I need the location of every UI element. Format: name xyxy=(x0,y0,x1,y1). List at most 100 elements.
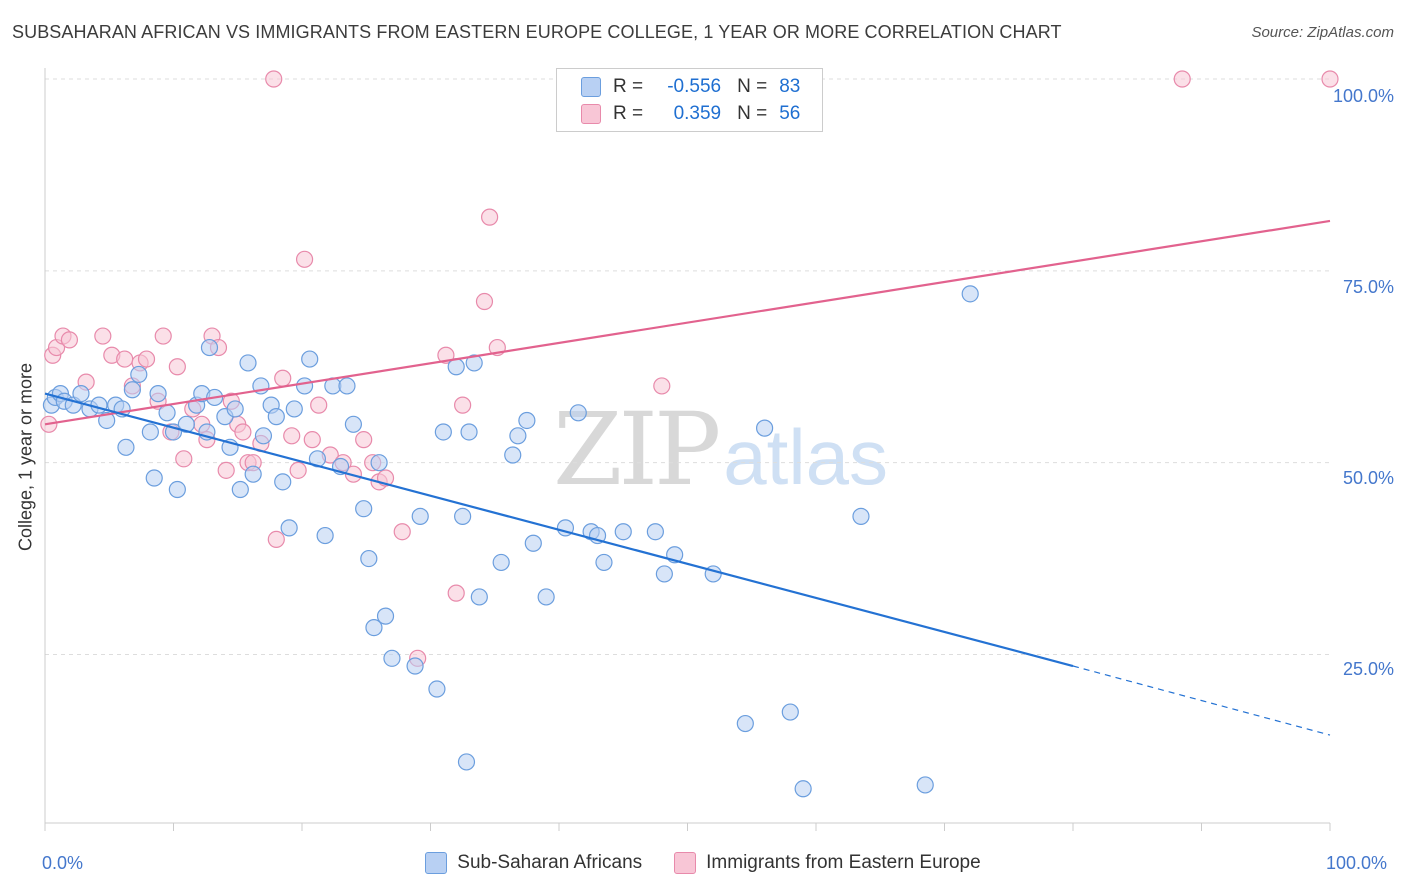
pink-point xyxy=(217,461,235,479)
blue-point xyxy=(72,385,90,403)
y-tick-label: 50.0% xyxy=(1342,468,1394,488)
legend-label: Sub-Saharan Africans xyxy=(457,852,643,873)
blue-point xyxy=(226,400,244,418)
blue-point xyxy=(177,415,195,433)
blue-point xyxy=(123,381,141,399)
blue-point xyxy=(244,465,262,483)
blue-point xyxy=(509,427,527,445)
blue-point xyxy=(141,423,159,441)
pink-point xyxy=(289,461,307,479)
blue-point xyxy=(239,354,257,372)
blue-point xyxy=(781,703,799,721)
pink-point xyxy=(1321,70,1339,88)
blue-point xyxy=(338,377,356,395)
blue-point xyxy=(301,350,319,368)
legend-label: Immigrants from Eastern Europe xyxy=(706,852,981,873)
pink-point xyxy=(137,350,156,368)
blue-point xyxy=(200,338,219,357)
y-tick-label: 25.0% xyxy=(1342,659,1394,679)
blue-point xyxy=(231,480,249,499)
blue-point xyxy=(537,588,555,606)
y-tick-label: 75.0% xyxy=(1342,277,1394,297)
pink-points xyxy=(40,70,1339,667)
legend-row-pink: R = 0.359 N = 56 xyxy=(581,102,800,126)
pink-point xyxy=(168,358,186,376)
blue-point xyxy=(145,469,163,487)
blue-point xyxy=(755,419,774,437)
x-tick-label: 0.0% xyxy=(42,853,84,873)
pink-point xyxy=(94,327,112,345)
blue-point xyxy=(569,404,587,422)
pink-swatch xyxy=(674,852,697,874)
blue-point xyxy=(360,549,378,568)
blue-point xyxy=(254,427,273,445)
blue-point xyxy=(646,523,664,541)
pink-point xyxy=(274,369,292,387)
pink-point xyxy=(653,377,671,395)
blue-point xyxy=(655,565,673,583)
blue-point xyxy=(614,523,632,541)
blue-point xyxy=(267,408,285,426)
pink-point xyxy=(310,396,328,414)
pink-point xyxy=(295,250,314,268)
pink-point xyxy=(175,450,193,468)
pink-point xyxy=(454,396,472,414)
pink-point xyxy=(1173,70,1191,88)
blue-point xyxy=(465,354,483,372)
gridlines xyxy=(45,78,1330,655)
axes xyxy=(44,68,1331,831)
blue-point xyxy=(295,377,314,395)
blue-point xyxy=(470,588,488,606)
pink-point xyxy=(60,331,79,349)
n-label: N = xyxy=(737,76,768,97)
pink-trend-line xyxy=(44,219,1331,426)
pink-point xyxy=(355,431,373,449)
pink-point xyxy=(303,431,321,449)
pink-point xyxy=(116,350,134,368)
blue-point xyxy=(365,619,383,637)
pink-point xyxy=(481,208,499,226)
blue-point xyxy=(406,657,424,675)
legend-item-sub-saharan: Sub-Saharan Africans xyxy=(425,852,642,874)
legend-row-blue: R = -0.556 N = 83 xyxy=(581,75,800,99)
y-tick-label: 100.0% xyxy=(1332,86,1394,106)
legend-item-eastern-europe: Immigrants from Eastern Europe xyxy=(674,852,981,874)
blue-point xyxy=(518,411,536,430)
y-axis-label: College, 1 year or more xyxy=(15,362,36,552)
blue-point xyxy=(460,423,478,441)
source-label: Source: ZipAtlas.com xyxy=(1251,24,1394,41)
blue-swatch xyxy=(581,77,601,97)
blue-point xyxy=(916,776,934,794)
blue-point xyxy=(457,753,476,771)
pink-point xyxy=(265,70,283,88)
blue-point xyxy=(504,446,522,464)
r-label: R = xyxy=(613,76,644,97)
blue-point xyxy=(736,714,754,733)
blue-point xyxy=(383,649,401,667)
pink-swatch xyxy=(581,104,601,124)
blue-swatch xyxy=(425,852,448,874)
blue-point xyxy=(794,780,812,798)
blue-point xyxy=(370,454,388,472)
pink-point xyxy=(393,523,411,541)
blue-trend-extension xyxy=(1072,665,1331,736)
blue-point xyxy=(411,507,429,525)
blue-point xyxy=(376,607,395,625)
blue-point xyxy=(434,423,452,441)
blue-point xyxy=(285,400,303,418)
pink-point xyxy=(447,584,465,602)
blue-point xyxy=(117,438,135,456)
pink-point xyxy=(475,292,494,311)
n-value: 83 xyxy=(779,76,801,97)
x-tick-label: 100.0% xyxy=(1326,853,1388,873)
correlation-legend: R = -0.556 N = 83 R = 0.359 N = 56 xyxy=(556,68,823,132)
r-value: -0.556 xyxy=(667,76,722,97)
blue-point xyxy=(168,480,186,499)
n-label: N = xyxy=(737,103,768,124)
r-value: 0.359 xyxy=(673,103,722,124)
pink-point xyxy=(283,427,301,445)
blue-point xyxy=(344,415,362,433)
blue-point xyxy=(149,385,167,403)
watermark: ZIPatlas xyxy=(553,400,888,500)
pink-point xyxy=(234,423,252,441)
